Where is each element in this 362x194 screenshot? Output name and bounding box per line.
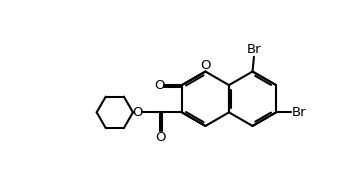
Text: O: O <box>200 59 211 72</box>
Text: O: O <box>155 131 165 144</box>
Text: Br: Br <box>247 43 262 56</box>
Text: O: O <box>132 106 143 119</box>
Text: Br: Br <box>291 106 306 119</box>
Text: O: O <box>154 79 164 92</box>
